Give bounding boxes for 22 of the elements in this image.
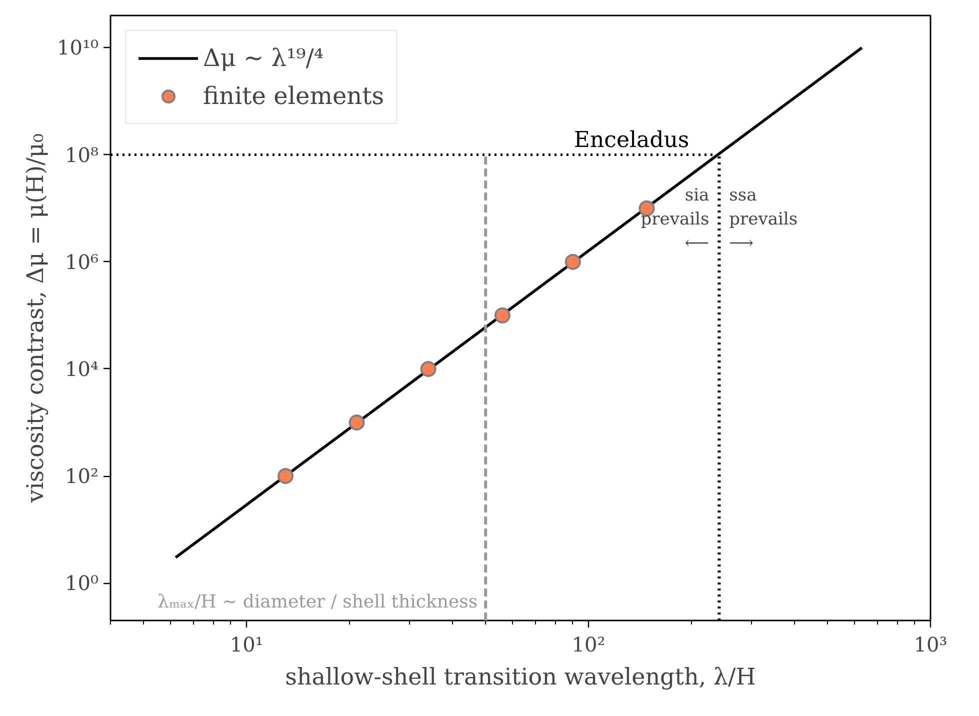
y-tick-label: 10⁰	[65, 571, 98, 596]
x-tick-label: 10³	[914, 632, 948, 656]
y-tick-label: 10⁶	[65, 250, 98, 274]
point	[348, 414, 365, 430]
point	[564, 254, 581, 270]
y-tick-label: 10¹⁰	[57, 36, 98, 60]
point	[420, 360, 436, 377]
y-tick-label: 10²	[65, 464, 98, 488]
annotation: sia prevails ⟵	[640, 185, 710, 254]
y-axis-title: viscosity contrast, Δμ = μ(H)/μ₀	[23, 133, 50, 504]
point	[494, 307, 510, 324]
ref-line-label: Enceladus	[574, 128, 690, 153]
y-tick-label: 10⁴	[65, 356, 98, 381]
x-axis-title: shallow-shell transition wavelength, λ/H	[285, 664, 756, 690]
x-tick-label: 10¹	[230, 632, 264, 656]
legend-label: finite elements	[203, 82, 384, 110]
y-tick-label: 10⁸	[65, 142, 98, 167]
legend-label: Δμ ∼ λ¹⁹/⁴	[203, 44, 324, 72]
point	[278, 468, 294, 484]
annotation: ssa prevails ⟶	[729, 185, 798, 254]
x-tick-label: 10²	[572, 632, 606, 656]
ref-line-label: λₘₐₓ/H ∼ diameter / shell thickness	[158, 592, 478, 612]
